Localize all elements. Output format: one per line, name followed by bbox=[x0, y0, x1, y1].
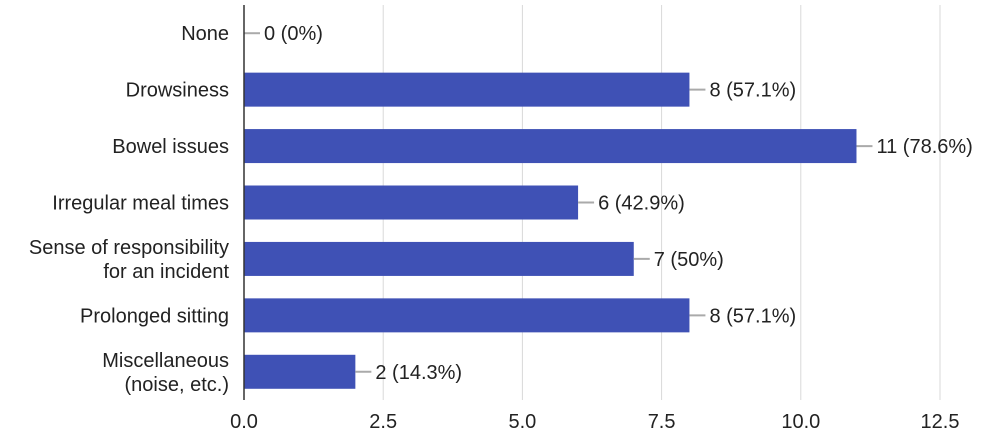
category-label: Bowel issues bbox=[112, 136, 229, 158]
x-tick-label: 5.0 bbox=[508, 411, 536, 433]
bars bbox=[244, 72, 857, 389]
category-label: Sense of responsibility for an incident bbox=[29, 237, 230, 283]
category-label-line: Sense of responsibility bbox=[29, 237, 229, 259]
category-label-line: for an incident bbox=[103, 261, 229, 283]
category-label-line: None bbox=[181, 23, 229, 45]
data-label: 8 (57.1%) bbox=[709, 80, 796, 102]
bar bbox=[244, 298, 690, 333]
x-axis-tick-labels: 0.0 2.5 5.0 7.5 10.0 12.5 bbox=[230, 411, 959, 433]
category-label: Prolonged sitting bbox=[80, 305, 229, 327]
bar bbox=[244, 72, 690, 107]
category-label-line: Prolonged sitting bbox=[80, 305, 229, 327]
data-label: 2 (14.3%) bbox=[375, 362, 462, 384]
x-tick-label: 10.0 bbox=[781, 411, 820, 433]
category-label: Irregular meal times bbox=[52, 193, 229, 215]
x-tick-label: 0.0 bbox=[230, 411, 258, 433]
category-label-line: Miscellaneous bbox=[102, 350, 229, 372]
bar bbox=[244, 185, 579, 220]
category-label: Miscellaneous (noise, etc.) bbox=[102, 350, 229, 396]
category-label-line: Bowel issues bbox=[112, 136, 229, 158]
x-tick-label: 7.5 bbox=[648, 411, 676, 433]
data-label: 11 (78.6%) bbox=[876, 136, 972, 158]
category-label-line: (noise, etc.) bbox=[125, 374, 229, 396]
category-label-line: Irregular meal times bbox=[52, 193, 229, 215]
data-label: 8 (57.1%) bbox=[709, 305, 796, 327]
bar bbox=[244, 241, 634, 276]
data-label: 7 (50%) bbox=[654, 249, 724, 271]
category-labels: None Drowsiness Bowel issues Irregular meal… bbox=[29, 23, 230, 396]
bar bbox=[244, 129, 857, 164]
data-labels: 0 (0%) 8 (57.1%) 11 (78.6%) 6 (42.9%) 7 (50%… bbox=[264, 23, 973, 384]
bar bbox=[244, 354, 356, 389]
category-label: None bbox=[181, 23, 229, 45]
data-label: 0 (0%) bbox=[264, 23, 323, 45]
data-label: 6 (42.9%) bbox=[598, 193, 685, 215]
x-tick-label: 2.5 bbox=[369, 411, 397, 433]
leader-lines bbox=[244, 32, 873, 373]
x-tick-label: 12.5 bbox=[921, 411, 960, 433]
category-label-line: Drowsiness bbox=[126, 80, 229, 102]
category-label: Drowsiness bbox=[126, 80, 229, 102]
